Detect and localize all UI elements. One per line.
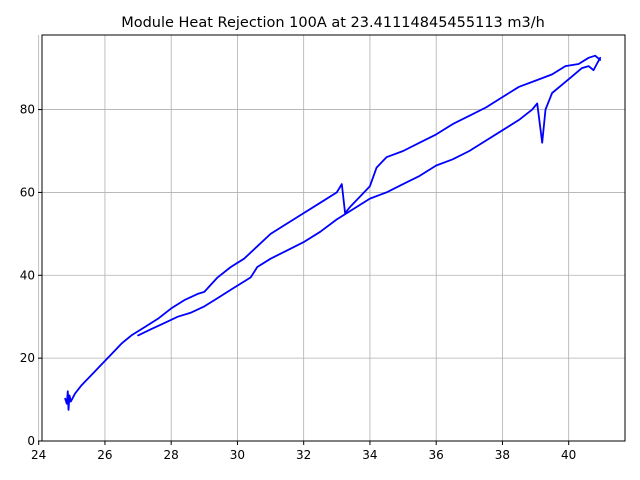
x-tick-label: 32 (296, 448, 311, 462)
y-tick-label: 40 (20, 268, 35, 282)
series-line-2 (137, 56, 602, 337)
plot-area-frame (41, 34, 626, 442)
grid (38, 35, 625, 442)
x-tick-label: 30 (230, 448, 245, 462)
x-tick-label: 38 (495, 448, 510, 462)
x-tick-label: 24 (31, 448, 46, 462)
x-tick-label: 28 (164, 448, 179, 462)
y-axis: 0 20 40 60 80 (20, 103, 42, 448)
y-tick-label: 80 (20, 103, 35, 117)
x-tick-label: 40 (561, 448, 576, 462)
y-tick-label: 60 (20, 185, 35, 199)
x-tick-label: 36 (429, 448, 444, 462)
chart-title: Module Heat Rejection 100A at 23.4111484… (121, 15, 545, 31)
y-tick-label: 0 (27, 434, 35, 448)
series-layer (64, 54, 602, 411)
x-axis: 24 26 28 30 32 34 36 38 40 (31, 441, 576, 462)
y-tick-label: 20 (20, 351, 35, 365)
x-tick-label: 26 (97, 448, 112, 462)
series-line-1 (64, 54, 602, 411)
x-tick-label: 34 (362, 448, 377, 462)
